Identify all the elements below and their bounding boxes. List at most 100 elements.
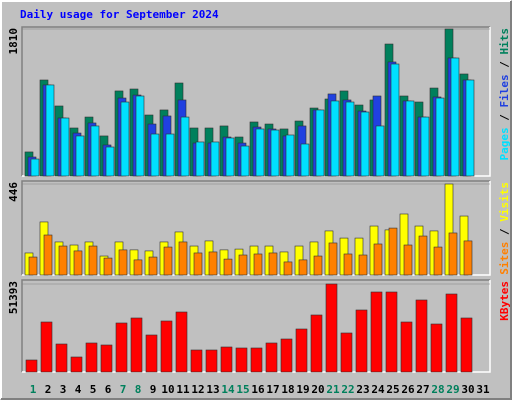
x-tick-label: 19	[296, 383, 309, 396]
bar	[60, 117, 70, 177]
bar	[160, 320, 173, 373]
x-tick-label: 9	[150, 383, 157, 396]
bar	[240, 145, 250, 177]
bar	[148, 256, 158, 276]
legend-entry: Hits	[498, 28, 511, 55]
x-tick-label: 12	[191, 383, 204, 396]
bar	[30, 158, 40, 177]
bar	[388, 227, 398, 276]
bar	[88, 245, 98, 276]
bar	[253, 253, 263, 276]
bar	[405, 100, 415, 177]
bar	[103, 257, 113, 276]
x-tick-label: 16	[251, 383, 265, 396]
x-tick-label: 6	[105, 383, 112, 396]
bar	[345, 101, 355, 177]
bar	[75, 135, 85, 177]
legend: Sites / Visits	[498, 182, 511, 275]
bar	[70, 356, 83, 373]
bar	[450, 57, 460, 177]
bar	[360, 111, 370, 177]
bar	[460, 317, 473, 373]
bar	[340, 332, 353, 373]
y-tick-label: 51393	[7, 281, 20, 314]
bar	[235, 347, 248, 373]
bar	[28, 256, 38, 276]
bar	[208, 251, 218, 276]
bar	[118, 249, 128, 276]
bar	[313, 255, 323, 276]
bar	[418, 235, 428, 276]
x-tick-label: 24	[371, 383, 385, 396]
bar	[73, 250, 83, 276]
bar	[255, 128, 265, 177]
bar	[175, 311, 188, 373]
bar	[165, 133, 175, 177]
x-tick-label: 3	[60, 383, 67, 396]
bar	[370, 291, 383, 373]
bar	[45, 84, 55, 177]
x-tick-label: 18	[281, 383, 294, 396]
bar	[268, 252, 278, 276]
x-tick-label: 30	[461, 383, 474, 396]
bar	[85, 342, 98, 373]
bar	[373, 243, 383, 276]
bar	[178, 241, 188, 276]
x-tick-label: 5	[90, 383, 97, 396]
legend-entry: Visits	[498, 182, 511, 222]
bar	[225, 137, 235, 177]
legend-entry: Files	[498, 74, 511, 107]
bar	[300, 143, 310, 177]
bar	[403, 244, 413, 276]
bar	[130, 317, 143, 373]
bar	[150, 133, 160, 177]
bar	[265, 342, 278, 373]
bar	[285, 134, 295, 177]
bar	[430, 323, 443, 373]
bar	[223, 258, 233, 276]
x-tick-label: 21	[326, 383, 340, 396]
bar	[40, 321, 53, 373]
bar	[283, 261, 293, 276]
y-tick-label: 446	[7, 182, 20, 202]
bar	[315, 109, 325, 177]
bar	[133, 259, 143, 276]
bar	[238, 254, 248, 276]
x-tick-label: 1	[30, 383, 37, 396]
legend-entry: Pages	[498, 127, 511, 160]
x-tick-label: 13	[206, 383, 219, 396]
x-tick-label: 22	[341, 383, 354, 396]
chart-title: Daily usage for September 2024	[20, 8, 219, 21]
bar	[270, 129, 280, 177]
bar	[465, 79, 475, 177]
bar	[343, 253, 353, 276]
bar	[145, 334, 158, 373]
bar	[310, 314, 323, 373]
bar	[163, 246, 173, 276]
bar	[43, 234, 53, 276]
legend-separator: /	[498, 108, 511, 128]
x-tick-label: 27	[416, 383, 429, 396]
bar	[205, 349, 218, 373]
bar	[390, 63, 400, 177]
bar	[445, 293, 458, 373]
x-tick-label: 26	[401, 383, 415, 396]
bar	[328, 242, 338, 276]
bar	[325, 283, 338, 373]
plot-bevel-dark	[21, 26, 490, 176]
x-tick-label: 2	[45, 383, 52, 396]
x-tick-label: 23	[356, 383, 369, 396]
bar	[463, 240, 473, 276]
legend-entry: KBytes	[498, 281, 511, 321]
bar	[105, 146, 115, 177]
plot-bevel-dark	[21, 279, 490, 372]
x-tick-label: 7	[120, 383, 127, 396]
bar	[180, 116, 190, 177]
x-tick-label: 15	[236, 383, 249, 396]
bar	[250, 347, 263, 373]
x-tick-label: 28	[431, 383, 444, 396]
x-tick-label: 25	[386, 383, 399, 396]
bar	[435, 97, 445, 177]
